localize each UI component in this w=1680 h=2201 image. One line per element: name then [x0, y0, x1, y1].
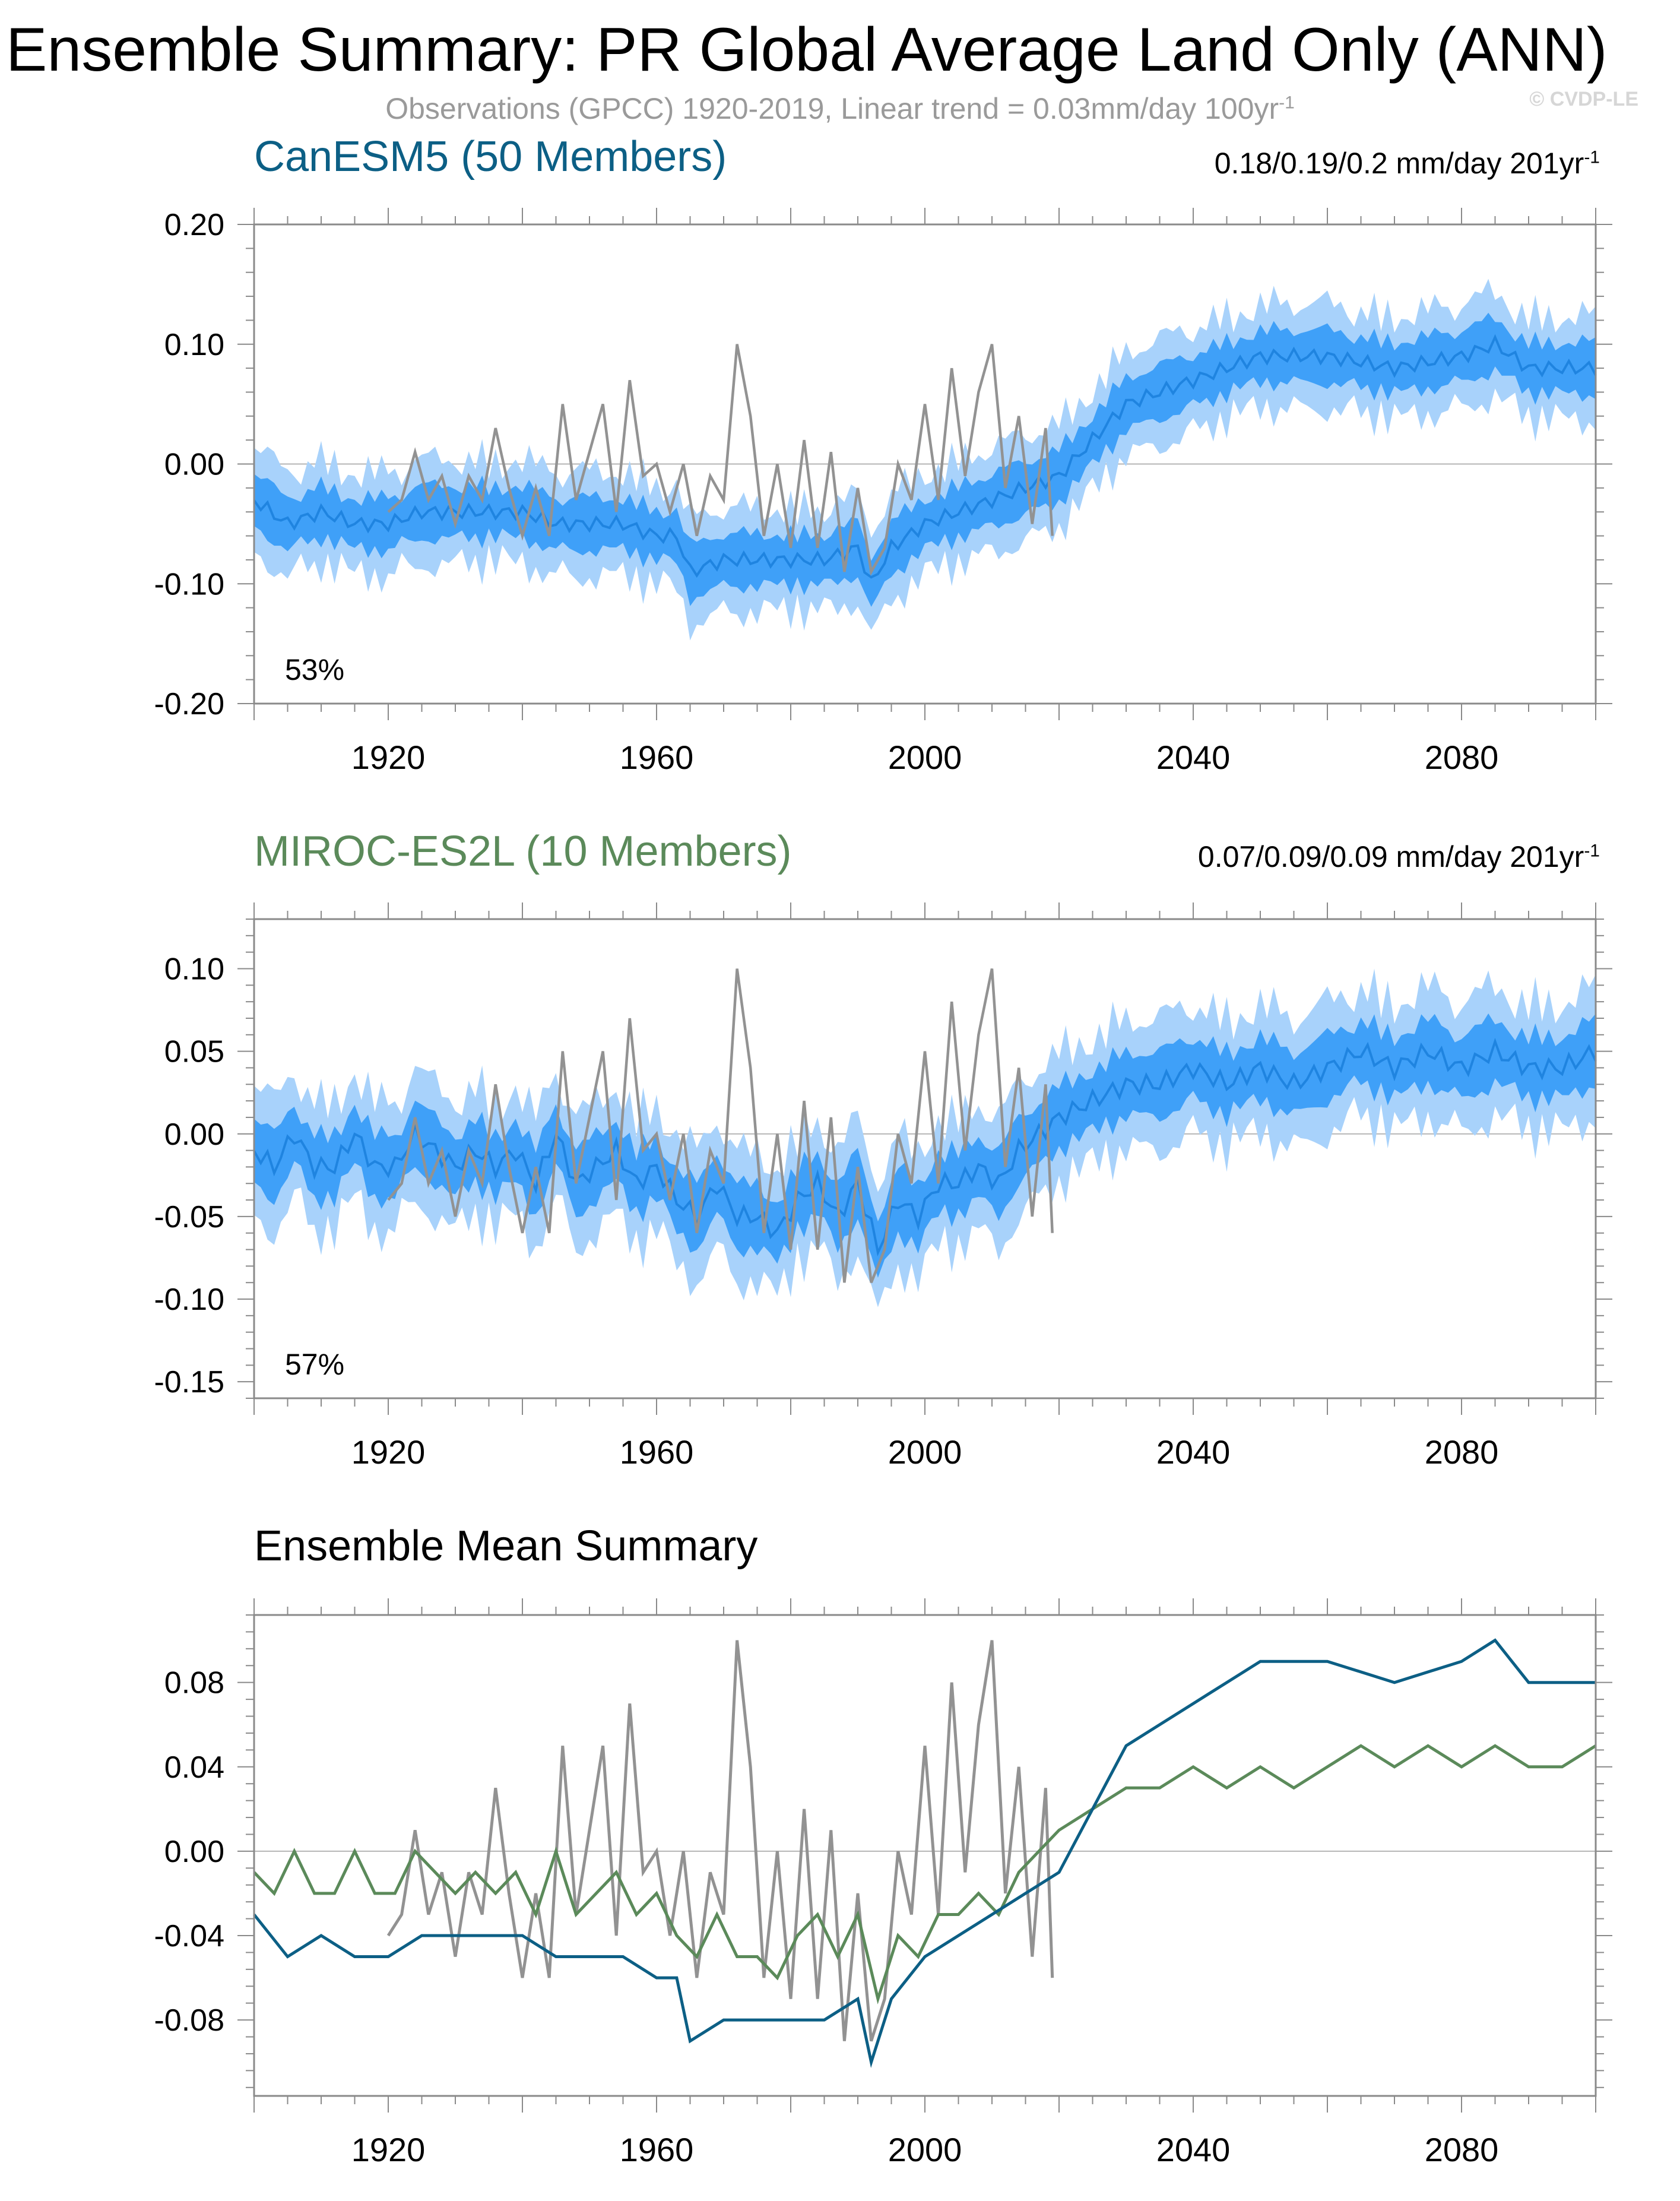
y-tick-label: -0.10 [154, 567, 224, 601]
ensemble-range-band-inner [254, 312, 1596, 607]
x-tick-label: 2040 [1156, 739, 1231, 776]
y-tick-label: 0.00 [164, 1117, 224, 1152]
observations-line [387, 344, 1054, 576]
y-tick-label: 0.04 [164, 1750, 224, 1785]
series-line-canesm [253, 1638, 1596, 2068]
y-tick-label: -0.05 [154, 1200, 224, 1234]
pct-annotation: 57% [285, 1348, 344, 1381]
y-tick-label: 0.10 [164, 328, 224, 362]
main-title: Ensemble Summary: PR Global Average Land… [6, 15, 1608, 84]
y-tick-label: -0.20 [154, 687, 224, 721]
x-tick-label: 2080 [1425, 739, 1499, 776]
x-tick-label: 1960 [620, 1433, 694, 1471]
y-tick-label: 0.00 [164, 1835, 224, 1869]
trend-canesm5-sup: -1 [1584, 147, 1600, 167]
copyright-label: © CVDP-LE [1529, 88, 1638, 110]
panel-title-ensemble-mean: Ensemble Mean Summary [254, 1522, 758, 1570]
x-tick-label: 2000 [888, 2131, 962, 2168]
plot-frame [253, 1614, 1597, 2097]
observations-line [387, 968, 1054, 1284]
x-tick-label: 1920 [351, 2131, 426, 2168]
x-tick-label: 1920 [351, 739, 426, 776]
trend-miroc-text: 0.07/0.09/0.09 mm/day 201yr [1197, 840, 1584, 873]
series-line-miroc [253, 1744, 1597, 2004]
ensemble-range-band-outer [254, 278, 1596, 641]
trend-canesm5: 0.18/0.19/0.2 mm/day 201yr-1 [1215, 148, 1600, 178]
x-tick-label: 1960 [620, 2131, 694, 2168]
chart-panel-3: 0.08 0.04 0.00 -0.04 -0.08 1920 1960 2000 2040 20… [154, 1598, 1612, 2168]
y-tick-label: -0.04 [154, 1919, 224, 1953]
y-tick-label: -0.08 [154, 2003, 224, 2038]
panel-title-canesm5: CanESM5 (50 Members) [254, 133, 727, 180]
x-tick-label: 1960 [620, 739, 694, 776]
ensemble-mean-line [253, 1037, 1597, 1257]
y-tick-label: -0.10 [154, 1282, 224, 1317]
y-tick-label: 0.08 [164, 1666, 224, 1700]
x-tick-label: 2000 [888, 739, 962, 776]
y-tick-label: -0.15 [154, 1365, 224, 1399]
series-line-obs [386, 1640, 1054, 2042]
x-tick-label: 2080 [1425, 1433, 1499, 1471]
x-tick-label: 2000 [888, 1433, 962, 1471]
ensemble-range-band-outer [254, 968, 1596, 1307]
panel-title-miroc-es2l: MIROC-ES2L (10 Members) [254, 828, 792, 875]
x-tick-label: 2040 [1156, 2131, 1231, 2168]
x-tick-label: 2080 [1425, 2131, 1499, 2168]
observations-text: Observations (GPCC) 1920-2019, Linear tr… [385, 92, 1279, 125]
ensemble-mean-line [253, 334, 1597, 579]
y-tick-label: 0.10 [164, 952, 224, 986]
chart-panel-2: 57% 0.10 0.05 0.00 -0.05 -0.10 -0.15 1920 1960 20… [154, 902, 1612, 1471]
x-tick-label: 1920 [351, 1433, 426, 1471]
pct-annotation: 53% [285, 653, 344, 686]
y-tick-label: 0.00 [164, 448, 224, 482]
trend-miroc-sup: -1 [1584, 841, 1600, 861]
observations-subtitle: Observations (GPCC) 1920-2019, Linear tr… [0, 94, 1680, 123]
ensemble-range-band-inner [254, 1013, 1596, 1278]
chart-panel-1: 53% 0.20 0.10 0.00 -0.10 -0.20 1920 1960 2000 204… [154, 208, 1612, 776]
trend-canesm5-text: 0.18/0.19/0.2 mm/day 201yr [1214, 147, 1584, 180]
trend-miroc-es2l: 0.07/0.09/0.09 mm/day 201yr-1 [1198, 842, 1600, 872]
y-tick-label: 0.20 [164, 208, 224, 242]
y-tick-label: 0.05 [164, 1035, 224, 1069]
x-tick-label: 2040 [1156, 1433, 1231, 1471]
observations-sup: -1 [1279, 93, 1295, 113]
